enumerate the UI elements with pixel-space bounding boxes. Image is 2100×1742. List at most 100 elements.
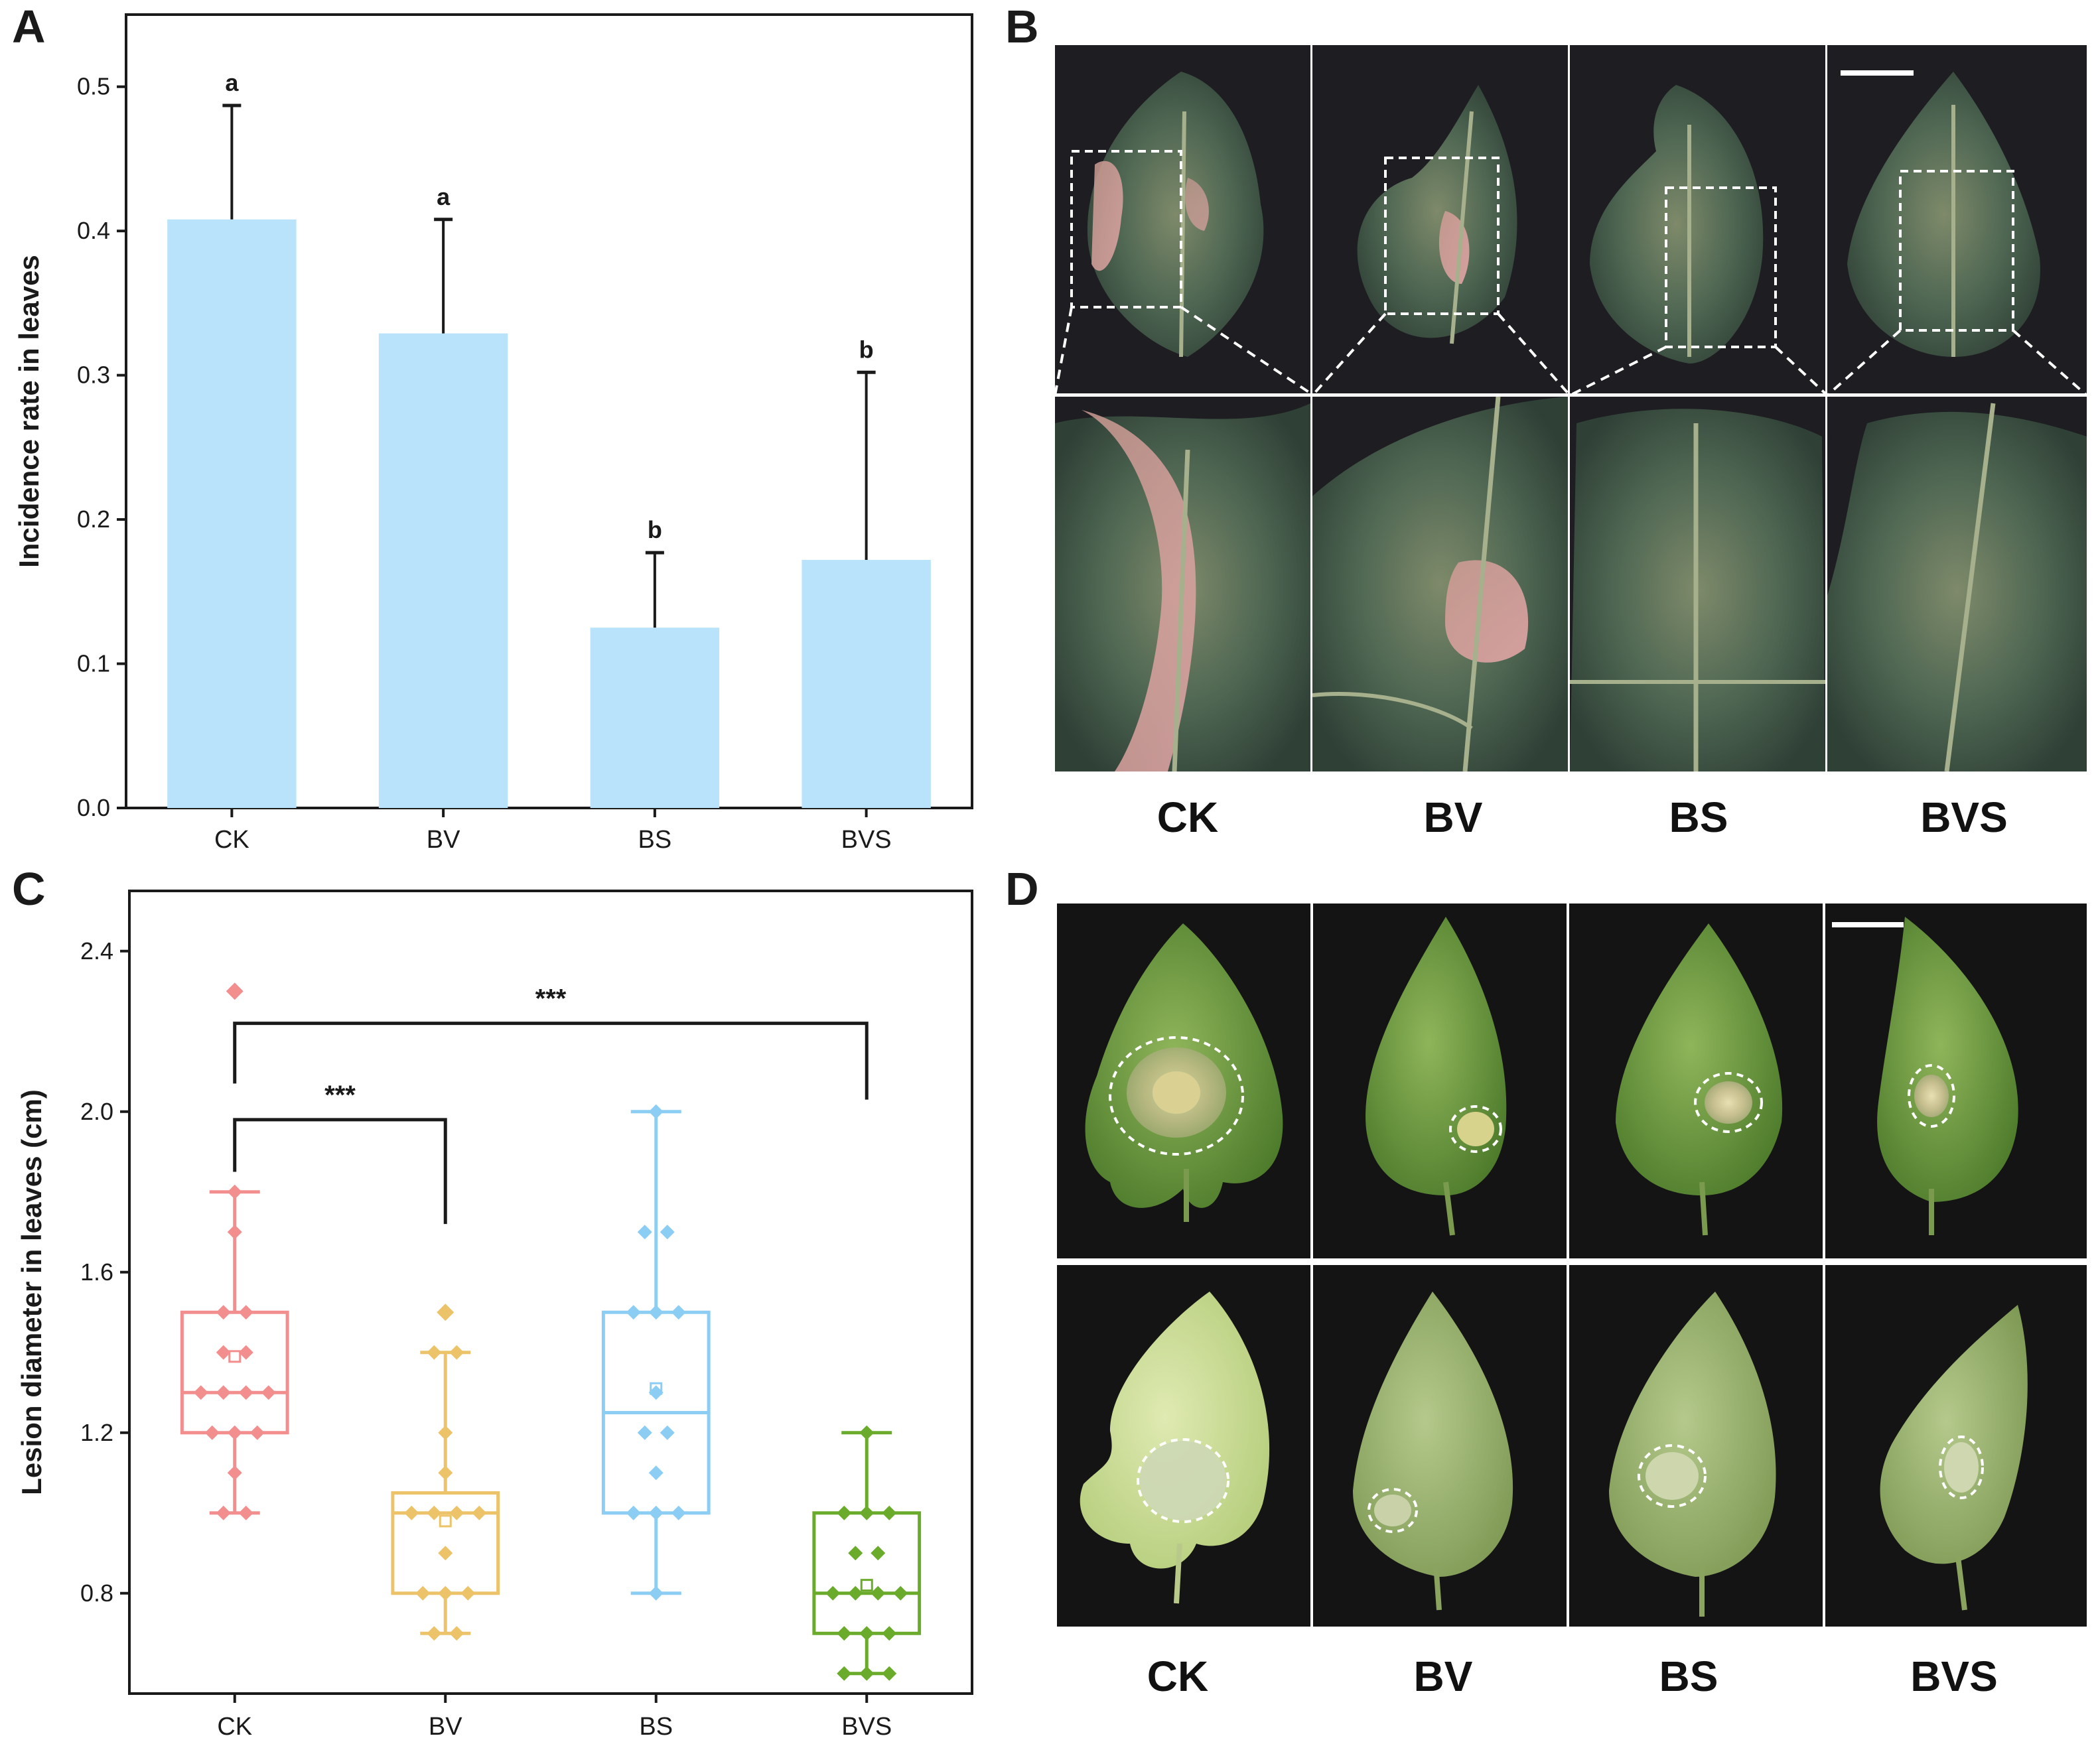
bar <box>802 559 931 808</box>
data-point <box>648 1585 664 1601</box>
bar <box>590 628 720 808</box>
plot-frame <box>125 13 973 809</box>
photo-d-bvs-back <box>1825 1265 2087 1627</box>
panel-b-label-bs: BS <box>1669 793 1728 841</box>
x-tick-label: BS <box>638 826 672 854</box>
photo-d-bs-back <box>1569 1265 1823 1627</box>
data-point <box>859 1425 875 1440</box>
significance-letter: a <box>225 69 239 96</box>
data-point <box>848 1585 863 1601</box>
data-point <box>227 1184 242 1199</box>
y-tick-label: 1.6 <box>80 1258 113 1286</box>
y-axis-label: Incidence rate in leaves <box>13 255 44 568</box>
data-point <box>648 1305 664 1320</box>
y-tick-label: 0.5 <box>77 73 110 100</box>
data-point <box>472 1505 487 1520</box>
photo-bvs-whole-leaf <box>1827 45 2087 393</box>
data-point <box>660 1225 675 1240</box>
lesion-box-plot: 0.8 1.2 1.6 2.0 2.4 CK BV BS BVS *** *** Lesion dia… <box>16 890 973 1741</box>
data-point <box>460 1585 476 1601</box>
data-point <box>238 1505 253 1520</box>
data-point <box>837 1505 852 1520</box>
data-point <box>238 1305 253 1320</box>
photo-d-ck-back <box>1057 1265 1310 1627</box>
plot-frame <box>128 890 973 1695</box>
x-tick-label: BV <box>429 1713 462 1741</box>
data-point <box>837 1666 852 1681</box>
data-point <box>882 1626 897 1641</box>
data-point <box>427 1626 442 1641</box>
data-point <box>859 1505 875 1520</box>
photo-d-bs-front <box>1569 904 1823 1258</box>
data-point <box>427 1345 442 1360</box>
panel-d-label-ck: CK <box>1147 1652 1209 1700</box>
photo-d-bv-back <box>1313 1265 1567 1627</box>
data-point <box>216 1305 231 1320</box>
y-tick-label: 0.3 <box>77 362 110 389</box>
photo-bs-zoom <box>1570 397 1825 771</box>
box <box>391 1491 500 1595</box>
photo-bv-zoom <box>1312 397 1568 771</box>
panel-label-c: C <box>12 863 46 915</box>
y-tick-label: 0.0 <box>77 794 110 821</box>
panel-label-b: B <box>1005 1 1039 52</box>
data-point <box>648 1104 664 1119</box>
data-point <box>837 1626 852 1641</box>
data-point <box>438 1425 453 1440</box>
x-tick-label: BV <box>427 826 460 854</box>
y-axis-label: Lesion diameter in leaves (cm) <box>16 1089 47 1495</box>
panel-b-label-bv: BV <box>1423 793 1483 841</box>
data-point <box>648 1505 664 1520</box>
data-point <box>438 1585 453 1601</box>
incidence-bar-chart: 0.0 0.1 0.2 0.3 0.4 0.5 a CK a BV b BS b BVS Incidence… <box>13 13 973 854</box>
outlier-point <box>226 982 244 1000</box>
photo-ck-zoom <box>1055 397 1310 771</box>
data-point <box>871 1546 886 1561</box>
panel-b-label-ck: CK <box>1156 793 1219 841</box>
data-point <box>249 1425 265 1440</box>
data-point <box>427 1505 442 1520</box>
data-point <box>626 1305 641 1320</box>
bar <box>167 219 297 808</box>
box <box>180 1310 289 1435</box>
y-tick-label: 0.4 <box>77 217 110 244</box>
data-point <box>404 1505 419 1520</box>
data-point <box>825 1585 841 1601</box>
y-tick-label: 0.8 <box>80 1579 113 1607</box>
data-point <box>848 1546 863 1561</box>
panel-d-photo-grid <box>1057 904 2087 1627</box>
data-point <box>671 1305 686 1320</box>
x-tick-label: CK <box>214 826 249 854</box>
significance-letter: b <box>859 336 874 363</box>
data-point <box>859 1666 875 1681</box>
box <box>812 1511 922 1635</box>
data-point <box>660 1425 675 1440</box>
data-point <box>882 1505 897 1520</box>
mean-marker <box>860 1579 873 1592</box>
y-tick-label: 0.1 <box>77 650 110 677</box>
data-point <box>238 1345 253 1360</box>
photo-d-bv-front <box>1313 904 1567 1258</box>
panel-d-label-bvs: BVS <box>1910 1652 1998 1700</box>
data-point <box>261 1385 276 1400</box>
photo-d-ck-front <box>1057 904 1310 1258</box>
panel-b-label-bvs: BVS <box>1920 793 2008 841</box>
outlier-point <box>437 1304 455 1321</box>
y-tick-label: 1.2 <box>80 1419 113 1446</box>
y-tick-label: 2.4 <box>80 937 113 965</box>
panel-label-d: D <box>1005 863 1039 915</box>
data-point <box>216 1345 231 1360</box>
significance-stars: *** <box>324 1081 356 1110</box>
mean-marker <box>439 1514 452 1528</box>
data-point <box>671 1505 686 1520</box>
photo-bv-whole-leaf <box>1312 45 1568 393</box>
data-point <box>438 1465 453 1481</box>
data-point <box>648 1465 664 1481</box>
panel-d-label-bv: BV <box>1413 1652 1473 1700</box>
significance-stars: *** <box>535 984 567 1014</box>
significance-letter: a <box>437 183 451 210</box>
data-point <box>238 1385 253 1400</box>
bar <box>378 333 508 808</box>
data-point <box>193 1385 208 1400</box>
significance-bracket <box>233 1022 869 1100</box>
